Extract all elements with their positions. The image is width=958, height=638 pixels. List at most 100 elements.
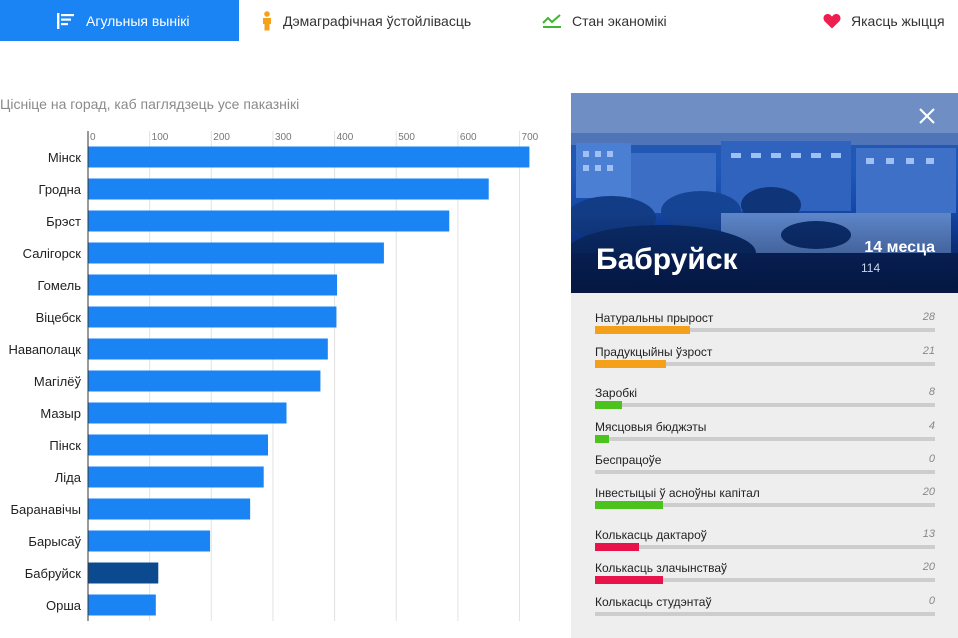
category-label: Салігорск bbox=[23, 246, 82, 261]
bar[interactable] bbox=[88, 210, 450, 232]
trend-line-icon bbox=[542, 13, 562, 29]
x-tick-label: 700 bbox=[522, 132, 539, 143]
metric-fill bbox=[595, 501, 663, 509]
metric-value: 21 bbox=[922, 345, 935, 357]
category-label: Барысаў bbox=[28, 534, 81, 549]
metric-label: Колькасць студэнтаў bbox=[595, 595, 712, 609]
metric-track bbox=[595, 362, 935, 366]
bar[interactable] bbox=[88, 274, 338, 296]
metric-track bbox=[595, 578, 935, 582]
metric-label: Натуральны прырост bbox=[595, 311, 714, 325]
metric-track bbox=[595, 470, 935, 474]
category-label: Орша bbox=[46, 598, 82, 613]
metric-track bbox=[595, 612, 935, 616]
bar[interactable] bbox=[88, 530, 211, 552]
x-tick-label: 0 bbox=[90, 132, 96, 143]
category-label: Магілёў bbox=[34, 374, 82, 389]
category-label: Наваполацк bbox=[8, 342, 81, 357]
category-label: Брэст bbox=[46, 214, 81, 229]
metric-label: Заробкі bbox=[595, 386, 638, 400]
bar[interactable] bbox=[88, 146, 530, 168]
city-name: Бабруйск bbox=[596, 243, 738, 276]
metric-fill bbox=[595, 543, 640, 551]
metric-row: Прадукцыйны ўзрост 21 bbox=[595, 345, 935, 371]
metric-fill bbox=[595, 360, 667, 368]
x-tick-label: 600 bbox=[460, 132, 477, 143]
top-navigation: Агульныя вынікі Дэмаграфічная ўстойлівас… bbox=[0, 0, 958, 41]
bar[interactable] bbox=[88, 594, 156, 616]
category-label: Пінск bbox=[49, 438, 81, 453]
chart-title: Цісніце на горад, каб паглядзець усе пак… bbox=[0, 96, 300, 112]
close-icon[interactable] bbox=[918, 107, 936, 125]
tab-demographic-stability-label: Дэмаграфічная ўстойлівасць bbox=[283, 12, 472, 29]
metric-track bbox=[595, 403, 935, 407]
metric-track bbox=[595, 437, 935, 441]
metric-value: 0 bbox=[928, 595, 935, 607]
metric-label: Мясцовыя бюджэты bbox=[595, 420, 707, 434]
city-photo-header: Бабруйск 14 месца 114 bbox=[571, 93, 958, 293]
x-tick-label: 400 bbox=[337, 132, 354, 143]
tab-demographic-stability[interactable]: Дэмаграфічная ўстойлівасць bbox=[239, 0, 479, 41]
x-tick-label: 500 bbox=[398, 132, 415, 143]
tab-quality-of-life[interactable]: Якасць жыцця bbox=[719, 0, 958, 41]
metric-label: Колькасць злачынстваў bbox=[595, 561, 727, 575]
city-detail-panel: Бабруйск 14 месца 114 Натуральны прырост… bbox=[571, 93, 958, 638]
category-label: Мінск bbox=[48, 150, 81, 165]
tab-economy-state-label: Стан эканомікі bbox=[572, 12, 667, 29]
metric-row: Інвестыцыі ў асноўны капітал 20 bbox=[595, 486, 935, 512]
metric-value: 20 bbox=[922, 561, 935, 573]
metric-label: Прадукцыйны ўзрост bbox=[595, 345, 713, 359]
metric-value: 28 bbox=[922, 311, 935, 323]
tab-quality-of-life-label: Якасць жыцця bbox=[851, 12, 945, 29]
metric-fill bbox=[595, 326, 691, 334]
metric-label: Інвестыцыі ў асноўны капітал bbox=[595, 486, 760, 500]
metric-row: Беспрацоўе 0 bbox=[595, 453, 935, 479]
bar[interactable] bbox=[88, 434, 269, 456]
category-label: Ліда bbox=[55, 470, 82, 485]
metric-track bbox=[595, 328, 935, 332]
bar[interactable] bbox=[88, 370, 321, 392]
metric-value: 20 bbox=[922, 486, 935, 498]
heart-icon bbox=[823, 13, 841, 29]
bar[interactable] bbox=[88, 242, 384, 264]
city-score: 114 bbox=[861, 261, 881, 275]
tab-overall-results-label: Агульныя вынікі bbox=[86, 12, 190, 29]
metric-track bbox=[595, 545, 935, 549]
category-label: Гомель bbox=[38, 278, 82, 293]
x-tick-label: 300 bbox=[275, 132, 292, 143]
metric-fill bbox=[595, 576, 663, 584]
metric-row: Заробкі 8 bbox=[595, 386, 935, 412]
metric-value: 13 bbox=[922, 528, 935, 540]
x-tick-label: 100 bbox=[152, 132, 169, 143]
metric-label: Беспрацоўе bbox=[595, 453, 662, 467]
bar[interactable] bbox=[88, 498, 251, 520]
bar[interactable] bbox=[88, 562, 159, 584]
metric-row: Натуральны прырост 28 bbox=[595, 311, 935, 337]
category-label: Мазыр bbox=[40, 406, 81, 421]
metric-label: Колькасць дактароў bbox=[595, 528, 707, 542]
metric-track bbox=[595, 503, 935, 507]
metric-value: 8 bbox=[928, 386, 935, 398]
category-label: Бабруйск bbox=[25, 566, 82, 581]
metric-row: Колькасць дактароў 13 bbox=[595, 528, 935, 554]
bar[interactable] bbox=[88, 402, 287, 424]
results-list-icon bbox=[56, 12, 76, 30]
x-tick-label: 200 bbox=[213, 132, 230, 143]
metric-fill bbox=[595, 401, 623, 409]
metric-row: Колькасць злачынстваў 20 bbox=[595, 561, 935, 587]
photo-shade bbox=[571, 213, 958, 293]
metric-fill bbox=[595, 435, 609, 443]
bar[interactable] bbox=[88, 338, 328, 360]
bar[interactable] bbox=[88, 306, 337, 328]
metric-row: Мясцовыя бюджэты 4 bbox=[595, 420, 935, 446]
metric-value: 0 bbox=[928, 453, 935, 465]
bar[interactable] bbox=[88, 178, 489, 200]
tab-economy-state[interactable]: Стан эканомікі bbox=[479, 0, 719, 41]
tab-overall-results[interactable]: Агульныя вынікі bbox=[0, 0, 239, 41]
category-label: Баранавічы bbox=[10, 502, 81, 517]
bar[interactable] bbox=[88, 466, 264, 488]
metric-row: Колькасць студэнтаў 0 bbox=[595, 595, 935, 621]
category-label: Гродна bbox=[39, 182, 82, 197]
city-rank: 14 месца bbox=[864, 239, 935, 256]
city-ranking-bar-chart: 0 100 200 300 400 500 600 700 Мінск Гродна Брэст Са… bbox=[8, 131, 539, 621]
